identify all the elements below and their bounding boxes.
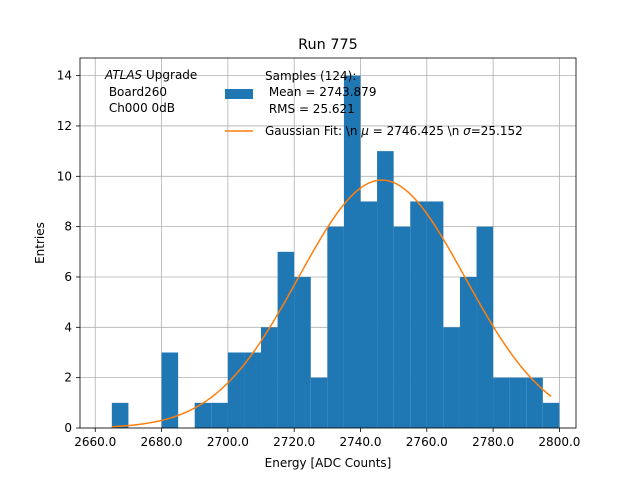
atlas-upgrade-label: ATLAS Upgrade [104,68,197,82]
histogram-bar [310,377,328,428]
histogram-bar [327,226,344,428]
y-tick-label: 0 [64,421,72,435]
chart-title: Run 775 [298,37,358,53]
x-tick-label: 2760.0 [406,435,448,449]
board-label: Board260 [105,85,167,99]
legend-fit-suffix: =25.152 [471,124,523,138]
y-tick-label: 6 [64,270,72,284]
y-tick-label: 10 [57,169,72,183]
gaussian-fit-curve [111,179,552,428]
legend-fit-prefix: Gaussian Fit: \n [265,124,361,138]
legend-samples-title: Samples (124): [265,69,356,83]
histogram-bar [443,327,460,428]
histogram-bar [509,377,527,428]
y-tick-label: 4 [64,320,72,334]
histogram-bar [360,201,378,428]
histogram-bar [377,151,394,428]
histogram-bar [426,201,444,428]
legend-fit-mid: = 2746.425 \n [369,124,463,138]
histogram-bar [194,402,212,428]
legend: Samples (124): Mean = 2743.879 RMS = 25.… [225,69,523,138]
legend-samples-rms: RMS = 25.621 [265,102,355,116]
histogram-bar [111,402,129,428]
y-tick-label: 12 [57,119,72,133]
legend-fit-mu: μ [360,124,369,138]
histogram-bar [459,276,477,428]
upgrade-label: Upgrade [142,68,197,82]
histogram-bar [161,352,179,428]
y-tick-label: 8 [64,220,72,234]
x-axis-ticks: 2660.0 2680.0 2700.0 2720.0 2740.0 2760.0 2780… [74,428,580,449]
y-axis-ticks: 0 2 4 6 8 10 12 14 [57,69,80,435]
histogram-bar [393,226,411,428]
x-tick-label: 2780.0 [472,435,514,449]
atlas-label: ATLAS [104,68,143,82]
legend-fit-label: Gaussian Fit: \n μ = 2746.425 \n σ=25.15… [265,124,523,138]
histogram-bar [277,251,295,428]
x-tick-label: 2720.0 [273,435,315,449]
y-tick-label: 14 [57,69,72,83]
histogram-bar [227,352,245,428]
plot-frame [79,57,577,429]
x-tick-label: 2680.0 [141,435,183,449]
histogram-bar [542,402,560,428]
histogram-bar [211,402,228,428]
channel-label: Ch000 0dB [105,101,175,115]
histogram-bar [244,352,262,428]
histogram-bar [493,377,510,428]
x-tick-label: 2800.0 [538,435,580,449]
x-axis-label: Energy [ADC Counts] [265,456,392,470]
histogram-bar [343,75,361,428]
legend-fit-sigma: σ [463,124,471,138]
x-tick-label: 2740.0 [339,435,381,449]
histogram-bar [410,201,427,428]
histogram-bars [111,75,560,428]
legend-samples-mean: Mean = 2743.879 [265,85,376,99]
y-axis-label: Entries [33,222,47,264]
histogram-bar [526,377,543,428]
x-tick-label: 2700.0 [207,435,249,449]
legend-samples-swatch [225,89,253,99]
x-tick-label: 2660.0 [74,435,116,449]
histogram-bar [261,327,278,428]
y-tick-label: 2 [64,371,72,385]
info-annotation: ATLAS Upgrade Board260 Ch000 0dB [104,68,197,115]
histogram-bar [476,226,494,428]
histogram-bar [294,276,311,428]
